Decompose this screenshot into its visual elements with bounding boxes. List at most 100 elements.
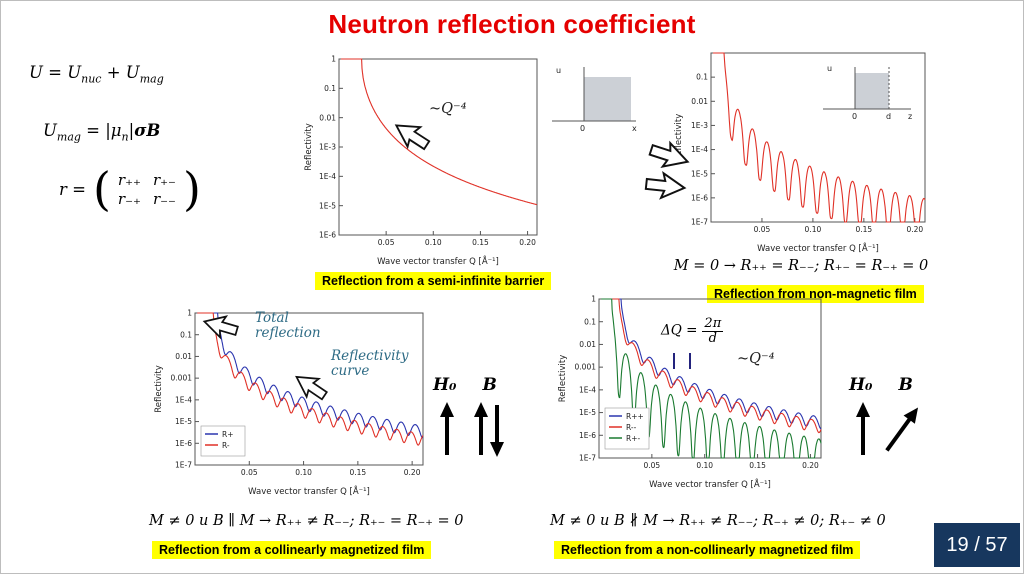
svg-text:Wave vector transfer Q [Å⁻¹]: Wave vector transfer Q [Å⁻¹]	[649, 478, 771, 490]
svg-text:0.001: 0.001	[575, 363, 597, 372]
svg-text:1E-6: 1E-6	[175, 439, 192, 448]
r-plus-plus: r₊₊	[117, 171, 141, 190]
svg-text:0.20: 0.20	[404, 468, 421, 477]
fringe-marker-bar	[673, 353, 675, 369]
svg-text:0.001: 0.001	[171, 374, 193, 383]
delta-q-annotation: ΔQ = 2π d	[661, 316, 724, 346]
svg-text:0.10: 0.10	[805, 225, 822, 234]
field-arrows-collinear-icon	[440, 402, 504, 457]
svg-text:0.1: 0.1	[324, 84, 336, 93]
svg-text:1E-6: 1E-6	[319, 231, 336, 240]
svg-text:0.10: 0.10	[295, 468, 312, 477]
svg-text:0.01: 0.01	[175, 352, 192, 361]
right-paren: )	[182, 162, 201, 216]
svg-text:0.20: 0.20	[802, 461, 819, 470]
svg-text:1: 1	[187, 309, 192, 318]
svg-text:Wave vector transfer Q [Å⁻¹]: Wave vector transfer Q [Å⁻¹]	[377, 255, 499, 267]
svg-text:1E-4: 1E-4	[691, 145, 708, 154]
equation-r-matrix: r = ( r₊₊ r₊₋ r₋₊ r₋₋ )	[59, 162, 201, 216]
svg-text:1E-5: 1E-5	[319, 201, 336, 210]
field-direction-block-noncollinear: H₀ B	[849, 375, 933, 462]
svg-text:Wave vector transfer Q [Å⁻¹]: Wave vector transfer Q [Å⁻¹]	[757, 242, 879, 254]
svg-text:0.20: 0.20	[906, 225, 923, 234]
inset-origin-label: 0	[852, 112, 857, 121]
svg-text:0.15: 0.15	[856, 225, 873, 234]
hollow-arrow-icon	[295, 375, 328, 401]
svg-text:1E-4: 1E-4	[319, 172, 336, 181]
q4-annotation-top: ~Q⁻⁴	[429, 101, 467, 117]
svg-text:R-: R-	[222, 441, 230, 450]
svg-text:1: 1	[591, 295, 596, 304]
svg-text:1E-4: 1E-4	[175, 395, 192, 404]
caption-semi-infinite-barrier: Reflection from a semi-infinite barrier	[315, 272, 552, 290]
svg-text:0.05: 0.05	[754, 225, 771, 234]
caption-noncollinear-film: Reflection from a non-collinearly magnet…	[554, 541, 861, 559]
inset-origin-label: 0	[580, 124, 585, 133]
svg-text:0.01: 0.01	[691, 97, 708, 106]
svg-text:0.1: 0.1	[584, 317, 596, 326]
svg-text:0.01: 0.01	[319, 113, 336, 122]
h0-label: H₀	[849, 375, 873, 395]
svg-text:0.05: 0.05	[644, 461, 661, 470]
r-minus-plus: r₋₊	[117, 190, 141, 209]
svg-text:0.05: 0.05	[241, 468, 258, 477]
svg-text:1E-3: 1E-3	[691, 121, 708, 130]
equation-collinear: M ≠ 0 и B ∥ M → R₊₊ ≠ R₋₋; R₊₋ = R₋₊ = 0	[149, 513, 464, 529]
annotation-reflectivity-curve: Reflectivity curve	[331, 348, 409, 379]
svg-text:1E-6: 1E-6	[691, 193, 708, 202]
hollow-arrow-icon	[394, 124, 431, 151]
fringe-marker-bar	[689, 353, 691, 369]
inset-potential-label: u	[556, 66, 561, 75]
inset-potential-label: u	[827, 64, 832, 73]
svg-text:1E-3: 1E-3	[319, 143, 336, 152]
hollow-arrow-icon	[644, 171, 687, 200]
svg-text:0.05: 0.05	[378, 238, 395, 247]
svg-text:0.01: 0.01	[579, 340, 596, 349]
field-direction-block-collinear: H₀ B	[433, 375, 517, 462]
svg-text:0.10: 0.10	[696, 461, 713, 470]
svg-text:1E-5: 1E-5	[691, 169, 708, 178]
r-plus-minus: r₊₋	[152, 171, 176, 190]
equation-nonmagnetic: M = 0 → R₊₊ = R₋₋; R₊₋ = R₋₊ = 0	[673, 258, 929, 274]
svg-text:0.15: 0.15	[350, 468, 367, 477]
q4-annotation-bottom: ~Q⁻⁴	[737, 351, 775, 367]
reflectivity-chart-semi-infinite-barrier: 1 0.1 0.01 1E-3 1E-4 1E-5 1E-6 0.05 0.10 0.15 0.20…	[304, 55, 538, 267]
b-label: B	[482, 375, 497, 395]
svg-text:Wave vector transfer Q [Å⁻¹]: Wave vector transfer Q [Å⁻¹]	[248, 485, 370, 497]
inset-thickness-label: d	[886, 112, 891, 121]
hollow-arrow-icon	[648, 140, 690, 169]
annotation-total-reflection: Total reflection	[255, 310, 321, 341]
inset-x-axis-label: x	[632, 124, 637, 133]
reflectivity-chart-non-magnetic-film: 0.1 0.01 1E-3 1E-4 1E-5 1E-6 1E-7 0.05 0.10 0.15 0…	[674, 52, 926, 254]
r-matrix-entries: r₊₊ r₊₋ r₋₊ r₋₋	[118, 171, 176, 208]
svg-text:0.15: 0.15	[472, 238, 489, 247]
svg-text:Reflectivity: Reflectivity	[154, 365, 164, 412]
svg-text:0.15: 0.15	[749, 461, 766, 470]
svg-text:R+: R+	[222, 430, 234, 439]
svg-text:R+-: R+-	[626, 434, 640, 443]
svg-text:0.10: 0.10	[425, 238, 442, 247]
left-paren: (	[92, 162, 111, 216]
svg-text:1E-5: 1E-5	[175, 417, 192, 426]
svg-text:0.1: 0.1	[180, 330, 192, 339]
barrier-potential-inset-diagram: u 0 x	[552, 66, 637, 133]
equation-potential: U = Unuc + Umag	[29, 63, 164, 86]
svg-text:R--: R--	[626, 423, 637, 432]
svg-text:1E-7: 1E-7	[175, 461, 192, 470]
b-label: B	[898, 375, 913, 395]
h0-label: H₀	[433, 375, 457, 395]
page-title: Neutron reflection coefficient	[328, 9, 696, 39]
page-indicator: 19 / 57	[934, 523, 1020, 567]
svg-text:0.20: 0.20	[519, 238, 536, 247]
reflectivity-chart-collinear-film: 1 0.1 0.01 0.001 1E-4 1E-5 1E-6 1E-7 0.05 0.10 0.1…	[154, 309, 424, 497]
inset-z-axis-label: z	[908, 112, 912, 121]
r-matrix-prefix: r =	[59, 180, 86, 200]
film-potential-inset-diagram: u 0 d z	[823, 64, 912, 121]
field-arrows-noncollinear-icon	[856, 402, 919, 455]
svg-text:1E-7: 1E-7	[691, 218, 708, 227]
svg-text:1E-7: 1E-7	[579, 454, 596, 463]
svg-text:Reflectivity: Reflectivity	[304, 123, 314, 170]
svg-text:1E-5: 1E-5	[579, 408, 596, 417]
caption-collinear-film: Reflection from a collinearly magnetized…	[152, 541, 432, 559]
